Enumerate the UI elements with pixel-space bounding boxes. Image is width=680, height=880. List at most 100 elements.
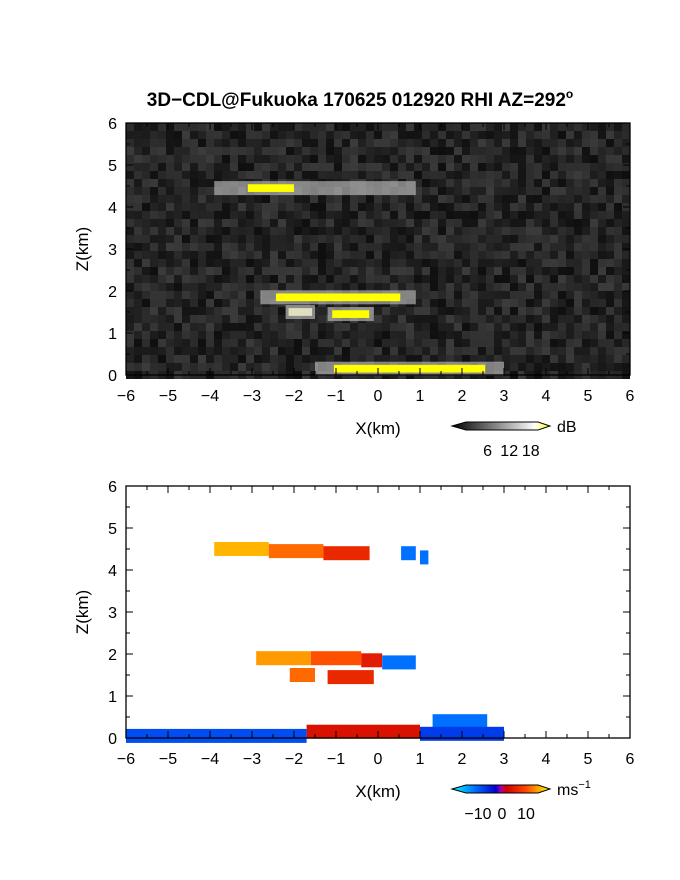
velocity-feature	[327, 670, 374, 685]
noise-cell	[526, 227, 534, 235]
colorbar-tick-label: 10	[517, 806, 535, 823]
noise-cell	[478, 339, 486, 347]
intensity-ticks	[125, 122, 631, 376]
noise-cell	[502, 155, 510, 163]
noise-cell	[606, 299, 614, 307]
noise-cell	[286, 339, 294, 347]
noise-cell	[350, 355, 358, 363]
noise-cell	[222, 275, 230, 283]
noise-cell	[126, 147, 134, 155]
noise-cell	[254, 299, 262, 307]
noise-cell	[366, 139, 374, 147]
noise-cell	[350, 211, 358, 219]
noise-cell	[486, 275, 494, 283]
noise-cell	[134, 355, 142, 363]
noise-cell	[470, 187, 478, 195]
noise-cell	[230, 147, 238, 155]
noise-cell	[574, 123, 582, 131]
noise-cell	[158, 163, 166, 171]
intensity-y-axis-label: Z(km)	[73, 227, 92, 271]
noise-cell	[430, 179, 438, 187]
noise-cell	[374, 131, 382, 139]
noise-cell	[422, 219, 430, 227]
noise-cell	[182, 171, 190, 179]
noise-cell	[134, 323, 142, 331]
noise-cell	[286, 323, 294, 331]
noise-cell	[182, 259, 190, 267]
noise-cell	[542, 315, 550, 323]
noise-cell	[590, 139, 598, 147]
noise-cell	[470, 243, 478, 251]
noise-cell	[182, 179, 190, 187]
noise-cell	[502, 211, 510, 219]
noise-cell	[238, 323, 246, 331]
noise-cell	[518, 299, 526, 307]
noise-cell	[438, 347, 446, 355]
noise-cell	[158, 123, 166, 131]
noise-cell	[350, 203, 358, 211]
noise-cell	[590, 291, 598, 299]
noise-cell	[550, 155, 558, 163]
noise-cell	[182, 363, 190, 371]
noise-cell	[158, 267, 166, 275]
noise-cell	[486, 235, 494, 243]
velocity-plot-background	[126, 486, 630, 738]
noise-cell	[542, 195, 550, 203]
noise-cell	[494, 275, 502, 283]
noise-cell	[390, 331, 398, 339]
noise-cell	[254, 363, 262, 371]
noise-cell	[230, 235, 238, 243]
noise-cell	[558, 147, 566, 155]
noise-cell	[606, 267, 614, 275]
noise-cell	[454, 355, 462, 363]
noise-cell	[526, 275, 534, 283]
noise-cell	[374, 155, 382, 163]
noise-cell	[158, 235, 166, 243]
noise-cell	[606, 355, 614, 363]
noise-cell	[390, 323, 398, 331]
noise-cell	[142, 267, 150, 275]
noise-cell	[598, 283, 606, 291]
noise-cell	[478, 187, 486, 195]
noise-cell	[494, 267, 502, 275]
noise-cell	[598, 147, 606, 155]
noise-cell	[166, 291, 174, 299]
noise-cell	[222, 315, 230, 323]
noise-cell	[494, 355, 502, 363]
noise-cell	[534, 139, 542, 147]
noise-cell	[606, 339, 614, 347]
noise-cell	[270, 171, 278, 179]
noise-cell	[150, 179, 158, 187]
noise-cell	[510, 299, 518, 307]
noise-cell	[470, 307, 478, 315]
noise-cell	[438, 227, 446, 235]
noise-cell	[190, 139, 198, 147]
noise-cell	[574, 323, 582, 331]
noise-cell	[510, 347, 518, 355]
noise-cell	[174, 299, 182, 307]
noise-cell	[294, 347, 302, 355]
noise-cell	[606, 211, 614, 219]
noise-cell	[142, 291, 150, 299]
noise-cell	[254, 275, 262, 283]
noise-cell	[398, 163, 406, 171]
noise-cell	[550, 203, 558, 211]
noise-cell	[622, 363, 630, 371]
noise-cell	[406, 251, 414, 259]
noise-cell	[590, 235, 598, 243]
noise-cell	[510, 251, 518, 259]
noise-cell	[550, 227, 558, 235]
noise-cell	[486, 219, 494, 227]
noise-cell	[574, 291, 582, 299]
noise-cell	[550, 275, 558, 283]
noise-cell	[558, 307, 566, 315]
noise-cell	[206, 339, 214, 347]
noise-cell	[262, 139, 270, 147]
noise-cell	[246, 251, 254, 259]
noise-cell	[174, 179, 182, 187]
noise-cell	[446, 291, 454, 299]
noise-cell	[126, 267, 134, 275]
noise-cell	[270, 331, 278, 339]
noise-cell	[302, 155, 310, 163]
noise-cell	[238, 259, 246, 267]
